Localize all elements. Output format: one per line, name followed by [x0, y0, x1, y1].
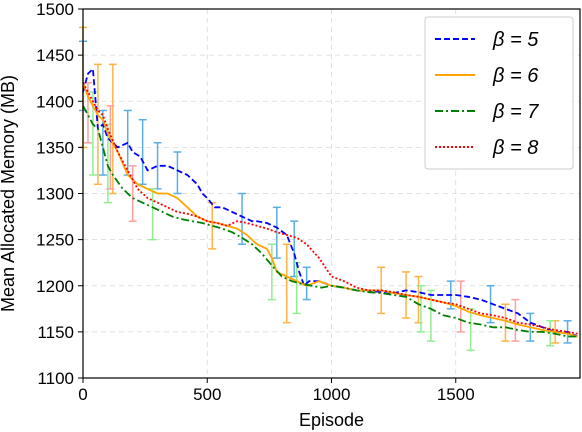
legend-label-4: β = 8	[492, 137, 538, 159]
series-lines	[82, 68, 578, 338]
series-line-3	[82, 105, 578, 338]
errorbar-1	[238, 192, 247, 245]
errorbar-3	[426, 289, 435, 342]
legend-frame	[424, 16, 574, 170]
y-tick-label: 1250	[36, 231, 74, 250]
errorbar-1	[138, 118, 147, 186]
errorbar-3	[546, 320, 555, 347]
y-tick-label: 1350	[36, 138, 74, 157]
errorbar-1	[173, 151, 182, 195]
y-tick-label: 1200	[36, 277, 74, 296]
legend-label-3: β = 7	[492, 101, 539, 123]
errorbar-3	[267, 243, 276, 301]
series-line-4	[82, 82, 578, 335]
y-tick-label: 1100	[37, 369, 74, 388]
y-tick-label: 1500	[36, 0, 74, 19]
errorbar-3	[466, 308, 475, 352]
series-line-2	[82, 82, 578, 338]
errorbar-4	[106, 105, 115, 190]
errorbar-4	[128, 165, 137, 222]
errorbar-2	[501, 303, 510, 342]
y-axis-label: Mean Allocated Memory (MB)	[0, 75, 18, 312]
errorbar-3	[148, 188, 157, 241]
errorbar-1	[272, 206, 281, 259]
legend-label-1: β = 5	[492, 29, 539, 51]
x-tick-label: 1500	[437, 385, 475, 404]
errorbar-2	[208, 201, 217, 250]
y-tick-label: 1150	[37, 323, 74, 342]
y-tick-label: 1450	[36, 46, 74, 65]
x-tick-label: 0	[78, 385, 87, 404]
series-line-1	[82, 68, 578, 338]
x-tick-label: 1000	[313, 385, 351, 404]
legend: β = 5 β = 6 β = 7 β = 8	[424, 16, 574, 170]
legend-label-2: β = 6	[492, 65, 539, 87]
x-axis-label: Episode	[299, 410, 364, 430]
errorbar-2	[282, 243, 291, 324]
ticks: 0 500 1000 1500 1100 1150 1200 1250 1300 1350 1400…	[36, 0, 474, 404]
errorbar-2	[108, 63, 117, 195]
errorbar-4	[511, 298, 520, 342]
y-tick-label: 1300	[36, 185, 74, 204]
y-tick-label: 1400	[36, 92, 74, 111]
x-tick-label: 500	[193, 385, 221, 404]
